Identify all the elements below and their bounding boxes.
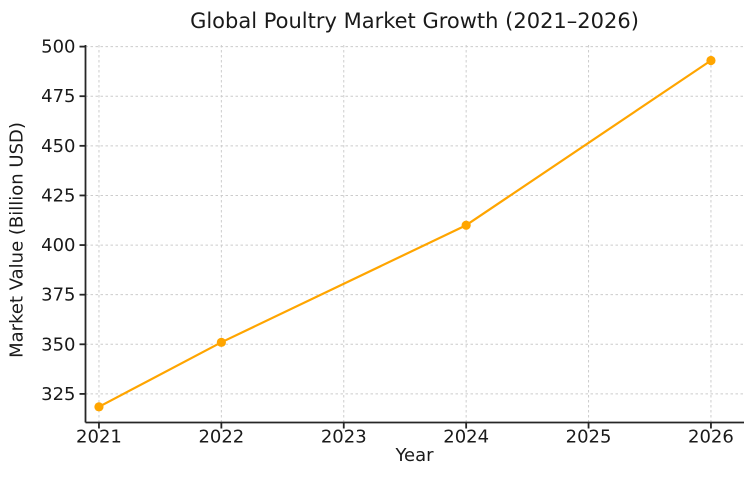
data-point-marker <box>216 337 226 347</box>
x-tick-label: 2025 <box>566 427 612 448</box>
y-axis-label: Market Value (Billion USD) <box>6 122 28 358</box>
chart-title: Global Poultry Market Growth (2021–2026) <box>190 9 639 33</box>
y-tick-label: 500 <box>41 37 75 58</box>
x-tick-label: 2024 <box>443 427 489 448</box>
x-tick-label: 2026 <box>688 427 734 448</box>
x-tick-label: 2022 <box>198 427 244 448</box>
y-tick-label: 350 <box>41 334 75 355</box>
data-line <box>97 59 713 408</box>
data-point-marker <box>461 220 471 230</box>
y-tick-label: 450 <box>41 136 75 157</box>
x-tick-label: 2023 <box>321 427 367 448</box>
data-point-marker <box>94 402 104 412</box>
y-tick-label: 375 <box>41 285 75 306</box>
y-tick-label: 475 <box>41 86 75 107</box>
y-tick-label: 425 <box>41 185 75 206</box>
y-tick-label: 400 <box>41 235 75 256</box>
y-tick-label: 325 <box>41 384 75 405</box>
data-point-marker <box>706 55 716 66</box>
x-tick-label: 2021 <box>76 427 122 448</box>
x-axis-label: Year <box>395 445 434 466</box>
